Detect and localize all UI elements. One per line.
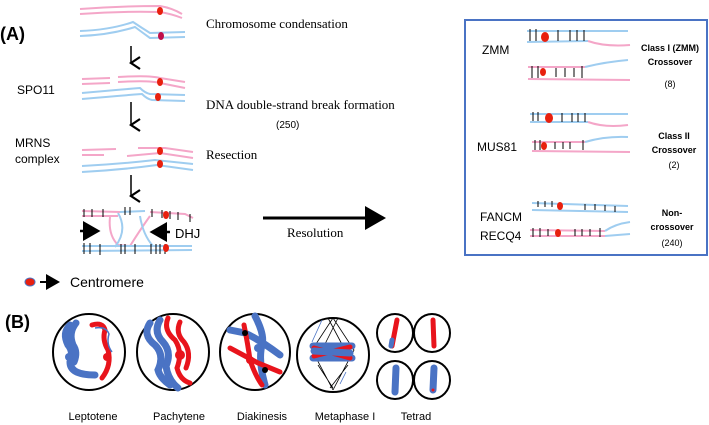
resected-chromosomes [81, 147, 194, 173]
outcome-type-label: Crossover [648, 57, 693, 67]
stage-label-leptotene: Leptotene [69, 411, 118, 423]
resolution-label: Resolution [287, 225, 344, 240]
pachytene-cell [136, 313, 210, 392]
outcome-count: (240) [661, 238, 682, 248]
outcome-count: (2) [669, 160, 680, 170]
outcome-type-label: Crossover [652, 145, 697, 155]
enzyme-recq4: RECQ4 [480, 229, 522, 243]
stage-label-tetrad: Tetrad [401, 411, 432, 423]
zmm-outcome [526, 29, 631, 81]
noncrossover-outcome [529, 201, 631, 237]
centromere-icon [157, 78, 163, 86]
outcome-type-label: crossover [650, 222, 694, 232]
step-resection-text: Resection [206, 147, 258, 162]
dsb-count: (250) [276, 120, 299, 131]
panel-b-label: (B) [5, 312, 30, 332]
dsb-chromosomes [81, 75, 186, 102]
centromere-icon [155, 93, 161, 101]
panel-a-label: (A) [0, 24, 25, 44]
double-holliday-junction [81, 207, 194, 255]
mus81-outcome [530, 112, 631, 153]
centromere-icon [157, 7, 163, 15]
stage-label-diakinesis: Diakinesis [237, 411, 288, 423]
step-condensation-text: Chromosome condensation [206, 16, 348, 31]
outcomes-box [464, 19, 708, 256]
stage-label-metaphase: Metaphase I [315, 411, 376, 423]
enzyme-mrns-complex: complex [15, 152, 60, 166]
step-dsb-text: DNA double-strand break formation [206, 97, 395, 112]
enzyme-zmm: ZMM [482, 43, 509, 57]
centromere-icon [157, 147, 163, 155]
stage-label-pachytene: Pachytene [153, 411, 205, 423]
metaphase-cell [296, 317, 370, 393]
outcome-class-label: Non- [662, 208, 683, 218]
condensed-chromosomes [79, 4, 186, 40]
leptotene-cell [52, 313, 126, 391]
enzyme-mus81: MUS81 [477, 140, 517, 154]
dhj-label: DHJ [175, 226, 200, 241]
enzyme-mrns: MRNS [15, 136, 50, 150]
diakinesis-cell [219, 312, 291, 391]
tetrad-cells [376, 313, 451, 400]
centromere-icon [158, 32, 164, 40]
centromere-legend-text: Centromere [70, 274, 144, 290]
outcome-count: (8) [665, 79, 676, 89]
centromere-icon [24, 277, 36, 287]
enzyme-fancm: FANCM [480, 210, 522, 224]
centromere-icon [157, 160, 163, 168]
outcome-class-label: Class II [658, 131, 690, 141]
enzyme-spo11: SPO11 [17, 83, 55, 97]
outcome-class-label: Class I (ZMM) [641, 43, 699, 53]
